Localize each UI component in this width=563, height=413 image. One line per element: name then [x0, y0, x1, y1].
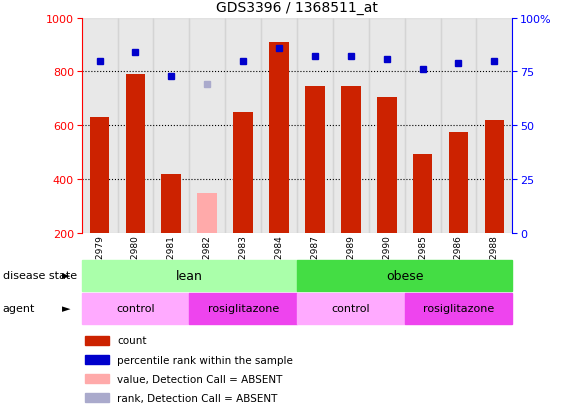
- Bar: [377, 98, 396, 233]
- Bar: [333, 19, 369, 233]
- Bar: [118, 19, 153, 233]
- Title: GDS3396 / 1368511_at: GDS3396 / 1368511_at: [216, 1, 378, 15]
- Bar: [341, 87, 361, 233]
- Text: lean: lean: [176, 269, 203, 282]
- Text: obese: obese: [386, 269, 423, 282]
- Bar: [82, 260, 297, 291]
- Bar: [85, 336, 109, 345]
- Bar: [85, 374, 109, 383]
- Bar: [153, 19, 189, 233]
- Bar: [189, 19, 225, 233]
- Bar: [82, 293, 189, 324]
- Bar: [485, 121, 504, 233]
- Bar: [405, 293, 512, 324]
- Bar: [449, 133, 468, 233]
- Bar: [476, 19, 512, 233]
- Bar: [305, 87, 325, 233]
- Bar: [198, 193, 217, 233]
- Text: count: count: [117, 336, 146, 346]
- Bar: [82, 19, 118, 233]
- Bar: [126, 75, 145, 233]
- Bar: [85, 393, 109, 402]
- Bar: [225, 19, 261, 233]
- Bar: [90, 118, 109, 233]
- Text: value, Detection Call = ABSENT: value, Detection Call = ABSENT: [117, 374, 283, 384]
- Bar: [162, 174, 181, 233]
- Text: percentile rank within the sample: percentile rank within the sample: [117, 355, 293, 365]
- Bar: [297, 19, 333, 233]
- Bar: [369, 19, 405, 233]
- Bar: [297, 260, 512, 291]
- Text: rosiglitazone: rosiglitazone: [208, 304, 279, 314]
- Text: control: control: [116, 304, 155, 314]
- Text: control: control: [332, 304, 370, 314]
- Text: rosiglitazone: rosiglitazone: [423, 304, 494, 314]
- Bar: [405, 19, 441, 233]
- Text: ►: ►: [62, 304, 70, 314]
- Bar: [413, 154, 432, 233]
- Bar: [261, 19, 297, 233]
- Bar: [441, 19, 476, 233]
- Text: rank, Detection Call = ABSENT: rank, Detection Call = ABSENT: [117, 393, 278, 403]
- Bar: [85, 355, 109, 364]
- Bar: [233, 113, 253, 233]
- Text: disease state: disease state: [3, 271, 77, 281]
- Text: agent: agent: [3, 304, 35, 314]
- Bar: [189, 293, 297, 324]
- Bar: [269, 43, 289, 233]
- Bar: [297, 293, 405, 324]
- Text: ►: ►: [62, 271, 70, 281]
